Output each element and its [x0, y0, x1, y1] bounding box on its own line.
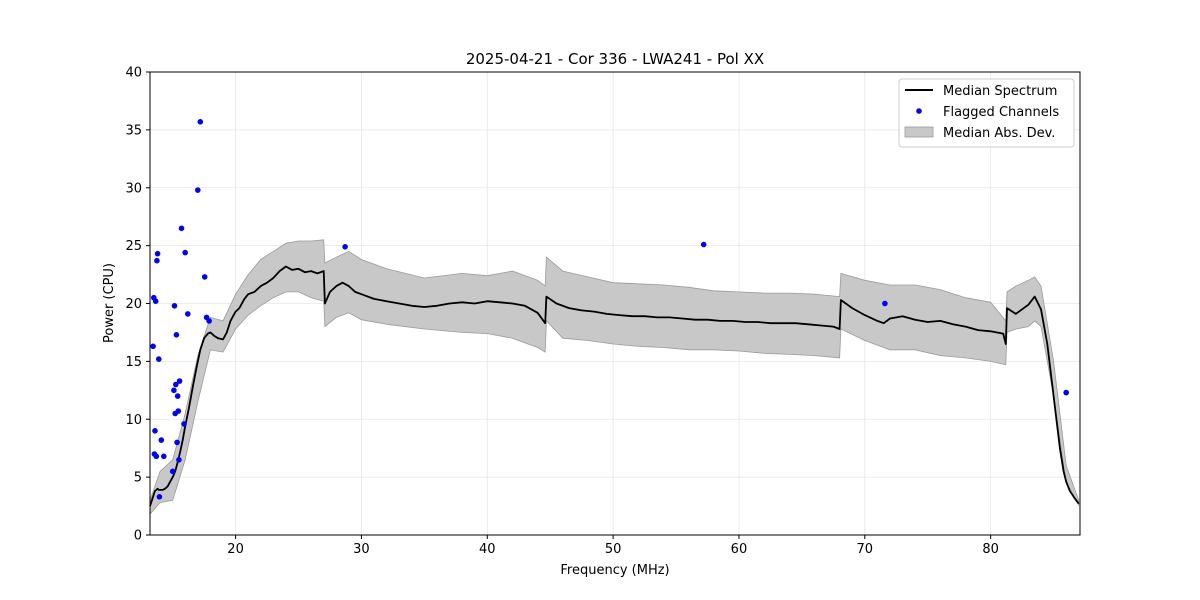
- median-spectrum-line: [149, 265, 1080, 507]
- flagged-channel-point: [152, 428, 158, 434]
- y-tick-label: 5: [134, 471, 142, 486]
- flagged-channel-point: [161, 453, 167, 460]
- legend-label-median: Median Spectrum: [943, 84, 1057, 99]
- y-tick-label: 0: [134, 529, 142, 544]
- y-axis-label: Power (CPU): [102, 263, 117, 343]
- y-tick-label: 20: [125, 297, 142, 312]
- median-line-group: [149, 265, 1080, 507]
- flagged-channel-point: [174, 393, 181, 399]
- flagged-channel-point: [174, 439, 180, 446]
- flagged-channel-point: [152, 298, 159, 305]
- legend: Median Spectrum Flagged Channels Median …: [898, 78, 1075, 148]
- legend-band-swatch: [904, 126, 934, 138]
- flagged-channel-point: [173, 332, 180, 338]
- flagged-channel-point: [173, 381, 179, 388]
- flagged-channel-point: [195, 187, 201, 193]
- y-tick-label: 25: [125, 239, 142, 254]
- x-tick-label: 40: [479, 542, 496, 557]
- legend-point-swatch: [916, 108, 922, 114]
- x-axis-ticks: 20 30 40 50 60 70 80: [227, 535, 999, 557]
- flagged-channel-point: [700, 241, 707, 248]
- chart-title: 2025-04-21 - Cor 336 - LWA241 - Pol XX: [466, 50, 764, 68]
- legend-box: [898, 78, 1075, 148]
- flagged-channel-point: [1063, 389, 1069, 396]
- flagged-channel-point: [171, 303, 178, 309]
- flagged-channel-point: [169, 468, 176, 475]
- flagged-channel-point: [150, 343, 156, 350]
- x-tick-label: 70: [857, 542, 874, 557]
- legend-label-mad: Median Abs. Dev.: [943, 126, 1055, 141]
- y-tick-label: 35: [125, 123, 142, 138]
- flagged-channel-point: [171, 387, 177, 394]
- mad-band-group: [149, 239, 1080, 516]
- flagged-channel-point: [182, 249, 188, 256]
- x-axis-label: Frequency (MHz): [560, 563, 669, 578]
- mad-band: [149, 239, 1080, 516]
- flagged-channel-point: [175, 408, 182, 414]
- x-tick-label: 50: [605, 542, 622, 557]
- flagged-channel-point: [882, 300, 888, 307]
- flagged-channel-point: [178, 225, 185, 232]
- flagged-channel-point: [156, 356, 162, 362]
- y-tick-label: 30: [125, 181, 142, 196]
- x-tick-label: 60: [731, 542, 748, 557]
- flagged-channel-point: [176, 378, 183, 384]
- flagged-channel-point: [197, 119, 204, 125]
- flagged-channel-point: [156, 494, 163, 500]
- y-axis-ticks: 0 5 10 15 20 25 30 35 40: [125, 66, 150, 544]
- flagged-channel-point: [185, 311, 191, 317]
- flagged-channel-point: [181, 421, 187, 427]
- flagged-channel-point: [201, 274, 208, 280]
- x-tick-label: 30: [353, 542, 370, 557]
- flagged-channel-point: [154, 257, 160, 264]
- flagged-channel-point: [153, 453, 160, 460]
- flagged-points-group: [150, 119, 1069, 500]
- x-tick-label: 20: [227, 542, 244, 557]
- flagged-channel-point: [154, 250, 161, 257]
- y-tick-label: 40: [125, 66, 142, 81]
- flagged-channel-point: [206, 318, 212, 324]
- flagged-channel-point: [158, 437, 165, 443]
- x-tick-label: 80: [982, 542, 999, 557]
- y-tick-label: 10: [125, 413, 142, 428]
- flagged-channel-point: [342, 244, 348, 250]
- flagged-channel-point: [176, 457, 182, 463]
- y-tick-label: 15: [125, 355, 142, 370]
- legend-label-flagged: Flagged Channels: [943, 105, 1059, 120]
